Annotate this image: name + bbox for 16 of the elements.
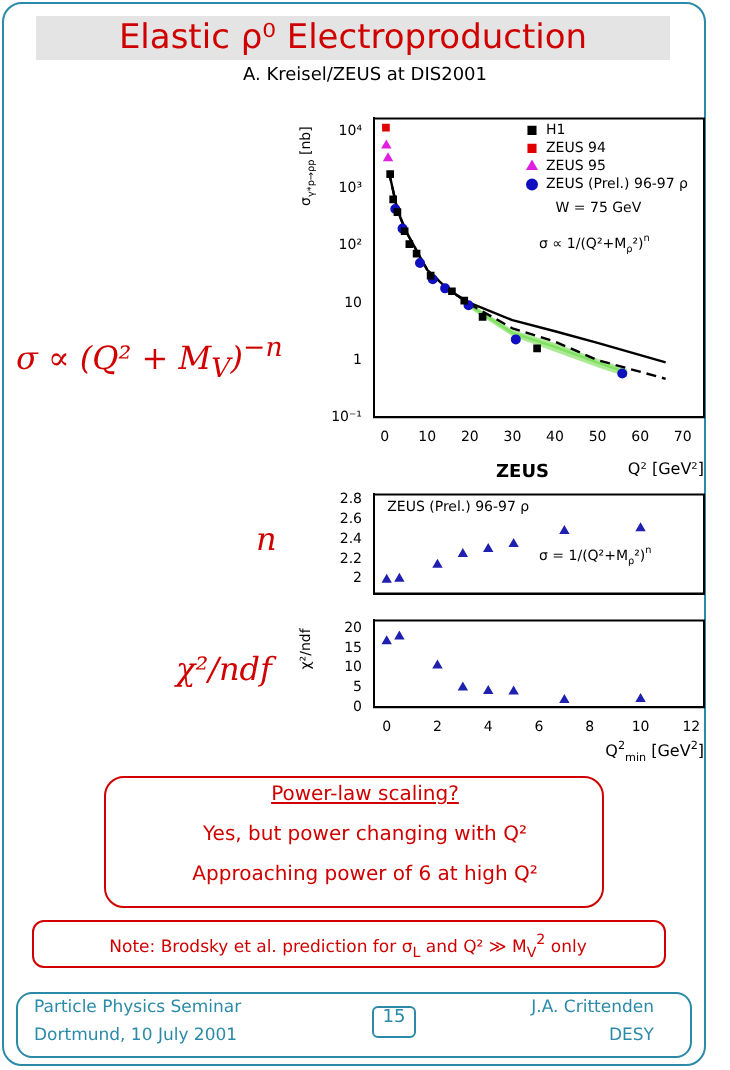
text: Yes, but power changing with Q²	[201, 824, 529, 846]
text: 15	[380, 1008, 408, 1028]
text: J.A. Crittenden	[531, 998, 654, 1018]
x-axis-title: Q² [GeV²]	[627, 460, 705, 479]
text: A. Kreisel/ZEUS at DIS2001	[240, 66, 490, 86]
text: Note: Brodsky et al. prediction for σ$_{L}$ and Q² ≫ M$_{V}$$^{2}$ only	[107, 930, 589, 962]
text: χ²/ndf	[176, 650, 272, 688]
text: n	[256, 520, 277, 558]
text: Approaching power of 6 at high Q²	[190, 864, 540, 886]
text: Power-law scaling?	[269, 784, 461, 806]
text: Dortmund, 10 July 2001	[34, 1026, 238, 1046]
text: Particle Physics Seminar	[34, 998, 242, 1018]
text: σ ∝ (Q² + M$_{V}$)$^{−n}$	[16, 334, 283, 386]
text: ZEUS	[496, 462, 549, 483]
text: Elastic ρ⁰ Electroproduction	[36, 16, 670, 60]
text: DESY	[608, 1026, 654, 1046]
